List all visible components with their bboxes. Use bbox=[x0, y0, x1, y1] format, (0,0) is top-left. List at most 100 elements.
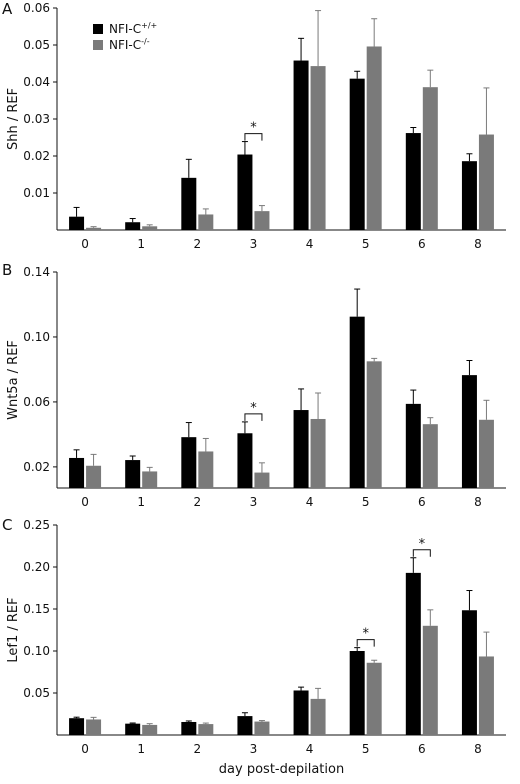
bar-wt bbox=[181, 721, 197, 735]
bar-ko bbox=[254, 211, 270, 230]
bar-ko bbox=[422, 424, 438, 488]
bar-wt bbox=[461, 161, 477, 230]
bar-wt bbox=[69, 216, 85, 230]
legend-label: NFI-C-/- bbox=[109, 37, 150, 52]
bar-ko bbox=[254, 721, 270, 735]
y-tick-label: 0.02 bbox=[23, 460, 50, 474]
bar-ko bbox=[198, 724, 214, 735]
bar-wt bbox=[237, 716, 253, 735]
x-tick-label: 1 bbox=[137, 237, 145, 251]
x-tick-label: 5 bbox=[362, 495, 370, 509]
bar-ko bbox=[310, 66, 326, 230]
bar-wt bbox=[181, 437, 197, 488]
y-tick-label: 0.25 bbox=[23, 518, 50, 532]
bar-ko bbox=[86, 227, 102, 230]
significance-marker: * bbox=[250, 121, 257, 136]
x-tick-label: 1 bbox=[137, 742, 145, 756]
bar-wt bbox=[293, 410, 309, 488]
bar-wt bbox=[125, 222, 141, 230]
x-tick-label: 1 bbox=[137, 495, 145, 509]
x-tick-label: 8 bbox=[474, 742, 482, 756]
bar-ko bbox=[254, 472, 270, 488]
significance-bracket bbox=[244, 133, 263, 141]
bar-ko bbox=[142, 226, 158, 230]
significance-bracket bbox=[356, 639, 375, 647]
x-tick-label: 2 bbox=[193, 742, 201, 756]
bar-wt bbox=[349, 316, 365, 488]
x-tick-label: 4 bbox=[306, 495, 314, 509]
legend: NFI-C+/+NFI-C-/- bbox=[93, 21, 157, 52]
bar-ko bbox=[366, 46, 382, 231]
bar-ko bbox=[310, 418, 326, 488]
bar-wt bbox=[69, 718, 85, 735]
bar-wt bbox=[461, 610, 477, 735]
bar-wt bbox=[349, 78, 365, 230]
x-tick-label: 6 bbox=[418, 495, 426, 509]
x-tick-label: 0 bbox=[81, 495, 89, 509]
x-tick-label: 4 bbox=[306, 237, 314, 251]
y-axis-label: Shh / REF bbox=[6, 88, 21, 150]
bar-ko bbox=[310, 698, 326, 735]
x-tick-label: 2 bbox=[193, 495, 201, 509]
bar-ko bbox=[142, 724, 158, 735]
y-axis-label: Wnt5a / REF bbox=[6, 340, 21, 420]
bar-ko bbox=[366, 361, 382, 488]
bar-ko bbox=[478, 134, 494, 230]
bar-ko bbox=[86, 719, 102, 735]
x-tick-label: 3 bbox=[250, 495, 258, 509]
bar-wt bbox=[125, 460, 141, 488]
bar-wt bbox=[237, 154, 253, 230]
bar-ko bbox=[422, 625, 438, 735]
significance-marker: * bbox=[419, 537, 426, 552]
y-tick-label: 0.14 bbox=[23, 265, 50, 279]
x-tick-label: 8 bbox=[474, 237, 482, 251]
bar-wt bbox=[237, 433, 253, 488]
bar-wt bbox=[293, 690, 309, 735]
legend-swatch bbox=[93, 40, 103, 50]
panel-B: B 0.02 0.06 0.10 0.14 Wnt5a / REF 0 1 2 3 4 5 6 8 * bbox=[2, 261, 506, 509]
bar-wt bbox=[125, 723, 141, 735]
significance-marker: * bbox=[362, 627, 369, 642]
y-tick-label: 0.06 bbox=[23, 1, 50, 15]
y-tick-label: 0.15 bbox=[23, 602, 50, 616]
bar-ko bbox=[86, 465, 102, 488]
bar-wt bbox=[405, 403, 421, 488]
panel-letter-C: C bbox=[2, 516, 12, 534]
y-tick-label: 0.06 bbox=[23, 395, 50, 409]
bar-ko bbox=[478, 419, 494, 488]
x-tick-label: 0 bbox=[81, 237, 89, 251]
panel-C: C 0.05 0.10 0.15 0.20 0.25 Lef1 / REF 0 1 2 3 4 5 6 8 *… bbox=[2, 516, 506, 756]
panel-A: A 0.01 0.02 0.03 0.04 0.05 0.06 Shh / REF 0 1 2 3 4 5… bbox=[2, 0, 506, 251]
y-tick-label: 0.20 bbox=[23, 560, 50, 574]
bar-wt bbox=[293, 60, 309, 230]
x-tick-label: 8 bbox=[474, 495, 482, 509]
bar-ko bbox=[198, 451, 214, 488]
bar-ko bbox=[422, 87, 438, 231]
x-tick-label: 5 bbox=[362, 237, 370, 251]
x-tick-label: 0 bbox=[81, 742, 89, 756]
legend-swatch bbox=[93, 24, 103, 34]
x-tick-label: 2 bbox=[193, 237, 201, 251]
x-axis-label: day post-depilation bbox=[219, 762, 344, 777]
y-tick-label: 0.02 bbox=[23, 149, 50, 163]
x-tick-label: 3 bbox=[250, 237, 258, 251]
y-tick-label: 0.05 bbox=[23, 686, 50, 700]
bar-ko bbox=[198, 214, 214, 230]
x-tick-label: 6 bbox=[418, 237, 426, 251]
y-axis-label: Lef1 / REF bbox=[6, 597, 21, 662]
bar-wt bbox=[181, 177, 197, 230]
y-tick-label: 0.01 bbox=[23, 186, 50, 200]
y-tick-label: 0.03 bbox=[23, 112, 50, 126]
significance-marker: * bbox=[250, 401, 257, 416]
y-tick-label: 0.05 bbox=[23, 38, 50, 52]
x-tick-label: 3 bbox=[250, 742, 258, 756]
y-tick-label: 0.10 bbox=[23, 644, 50, 658]
bar-ko bbox=[478, 656, 494, 735]
bar-wt bbox=[405, 133, 421, 230]
panel-letter-B: B bbox=[2, 261, 12, 279]
bar-wt bbox=[69, 457, 85, 488]
bar-wt bbox=[349, 651, 365, 735]
x-tick-label: 6 bbox=[418, 742, 426, 756]
